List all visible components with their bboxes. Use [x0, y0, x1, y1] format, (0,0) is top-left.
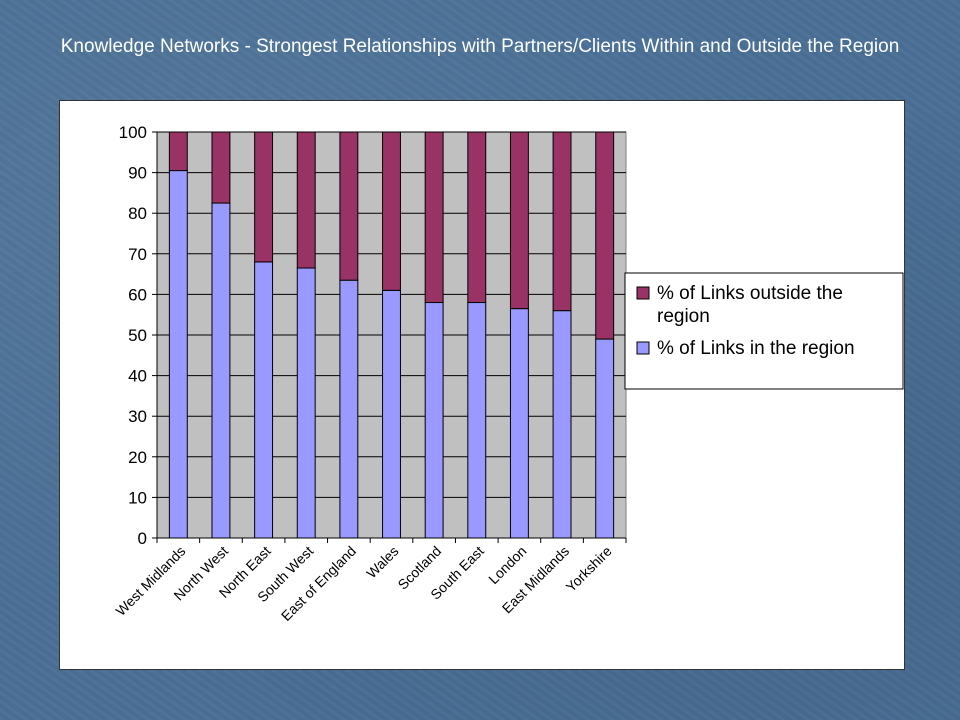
legend-swatch [636, 341, 650, 355]
bar-segment [595, 131, 615, 340]
bar-segment [509, 131, 529, 310]
bar-segment [509, 308, 529, 539]
bar-segment [467, 131, 487, 304]
x-tick-label: Wales [363, 543, 401, 581]
bar-segment [168, 131, 188, 172]
x-tick-label: West Midlands [112, 543, 188, 619]
y-tick-label: 100 [119, 123, 147, 142]
bar-segment [424, 302, 444, 539]
bar-segment [254, 261, 274, 539]
bar-segment [296, 131, 316, 269]
y-tick-label: 10 [128, 488, 147, 507]
x-tick-label: East of England [278, 543, 359, 624]
chart-area: 0 10 20 30 40 50 60 70 80 90 100 West Midlands North… [59, 100, 905, 670]
bar-segment [339, 279, 359, 539]
bar-segment [254, 131, 274, 263]
bar-segment [424, 131, 444, 304]
bar-segment [467, 302, 487, 539]
legend-box [624, 272, 904, 390]
legend-label: % of Links outside the [657, 283, 843, 304]
bar-segment [211, 202, 231, 539]
legend-swatch [636, 286, 650, 300]
bar-segment [595, 338, 615, 539]
y-tick-label: 50 [128, 326, 147, 345]
bar-segment [552, 310, 572, 539]
y-tick-label: 40 [128, 367, 147, 386]
y-tick-label: 0 [138, 529, 147, 548]
y-tick-label: 90 [128, 164, 147, 183]
y-tick-label: 30 [128, 407, 147, 426]
bar-segment [339, 131, 359, 281]
y-tick-label: 20 [128, 448, 147, 467]
bar-segment [382, 289, 401, 539]
bar-segment [211, 131, 231, 204]
bar-segment [168, 170, 188, 539]
legend-label: region [657, 306, 710, 327]
chart-title: Knowledge Networks - Strongest Relations… [60, 36, 900, 57]
x-tick-label: Yorkshire [563, 543, 615, 595]
legend-label: % of Links in the region [657, 338, 855, 359]
bar-segment [382, 131, 401, 291]
y-tick-label: 70 [128, 245, 147, 264]
bar-segment [552, 131, 572, 312]
y-tick-label: 60 [128, 285, 147, 304]
bar-segment [296, 267, 316, 539]
y-tick-label: 80 [128, 204, 147, 223]
